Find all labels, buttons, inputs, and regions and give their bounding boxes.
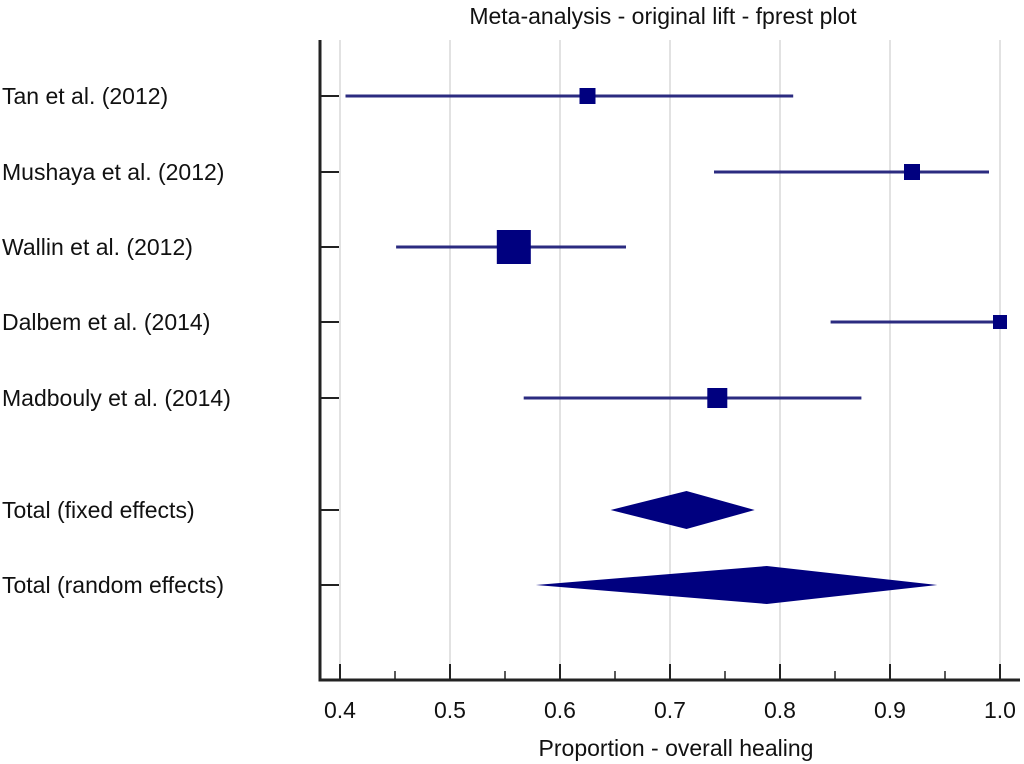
point-estimate-marker	[707, 388, 728, 408]
x-tick-label: 0.7	[654, 697, 686, 723]
point-estimate-marker	[579, 88, 596, 104]
pooled-row: Total (fixed effects)	[2, 491, 755, 529]
study-row: Mushaya et al. (2012)	[2, 159, 989, 185]
study-label: Madbouly et al. (2014)	[2, 385, 231, 411]
x-axis-ticks: 0.4 0.5 0.6 0.7 0.8 0.9 1.0	[324, 664, 1016, 723]
pooled-diamond	[610, 491, 755, 529]
study-row: Dalbem et al. (2014)	[2, 309, 1007, 335]
x-axis-label: Proportion - overall healing	[539, 735, 814, 761]
point-estimate-marker	[904, 164, 920, 180]
pooled-label: Total (random effects)	[2, 572, 224, 598]
x-tick-label: 0.5	[434, 697, 466, 723]
x-tick-label: 1.0	[984, 697, 1016, 723]
study-row: Tan et al. (2012)	[2, 83, 794, 109]
x-tick-label: 0.8	[764, 697, 796, 723]
study-label: Tan et al. (2012)	[2, 83, 168, 109]
pooled-label: Total (fixed effects)	[2, 497, 195, 523]
x-tick-label: 0.9	[874, 697, 906, 723]
gridlines	[339, 40, 1001, 680]
study-rows: Tan et al. (2012) Mushaya et al. (2012) Wa…	[2, 83, 1007, 604]
study-row: Wallin et al. (2012)	[2, 230, 626, 264]
x-tick-label: 0.6	[544, 697, 576, 723]
point-estimate-marker	[496, 230, 531, 264]
study-label: Dalbem et al. (2014)	[2, 309, 210, 335]
chart-title: Meta-analysis - original lift - fprest p…	[469, 3, 857, 29]
study-label: Wallin et al. (2012)	[2, 234, 193, 260]
study-label: Mushaya et al. (2012)	[2, 159, 224, 185]
study-row: Madbouly et al. (2014)	[2, 385, 862, 411]
pooled-row: Total (random effects)	[2, 566, 938, 604]
x-tick-label: 0.4	[324, 697, 356, 723]
pooled-diamond	[535, 566, 938, 604]
point-estimate-marker	[993, 315, 1007, 329]
